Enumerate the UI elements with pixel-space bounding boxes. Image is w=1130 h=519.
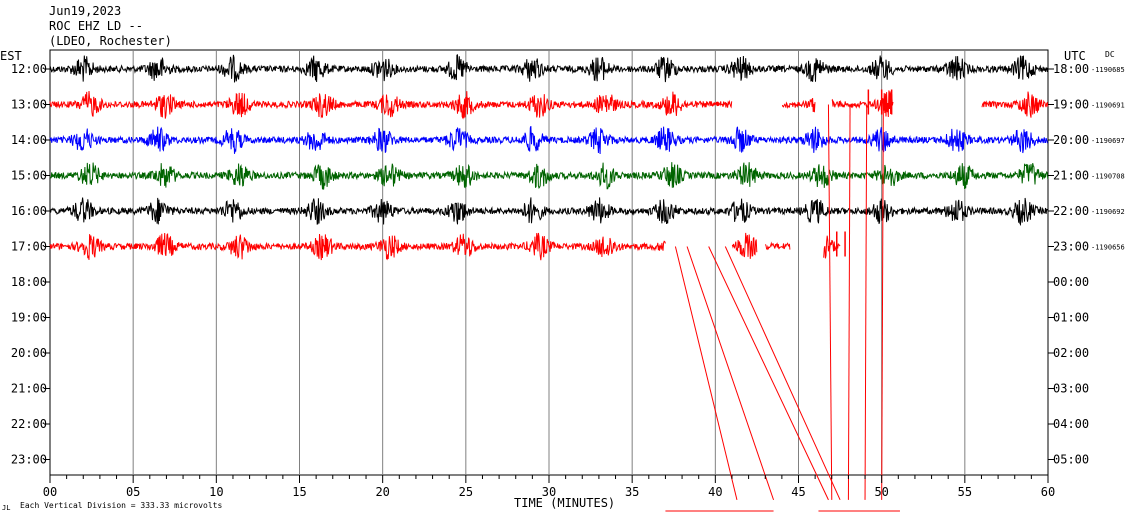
x-tick-label: 20 bbox=[375, 485, 389, 499]
x-tick-label: 45 bbox=[791, 485, 805, 499]
x-tick-label: 15 bbox=[292, 485, 306, 499]
dc-offset-label: -1190691 bbox=[1091, 102, 1125, 110]
est-hour-label: 13:00 bbox=[11, 98, 47, 112]
glitch-line bbox=[827, 104, 833, 500]
utc-hour-label: 20:00 bbox=[1053, 133, 1089, 147]
x-tick-label: 05 bbox=[126, 485, 140, 499]
dc-offset-label: -1190692 bbox=[1091, 208, 1125, 216]
scale-footer: Each Vertical Division = 333.33 microvol… bbox=[20, 501, 222, 510]
dc-offset-label: -1190656 bbox=[1091, 244, 1125, 252]
utc-hour-label: 21:00 bbox=[1053, 169, 1089, 183]
glitch-line bbox=[724, 246, 841, 501]
x-tick-label: 35 bbox=[625, 485, 639, 499]
trace-group bbox=[49, 54, 1049, 261]
right-timezone-label: UTC bbox=[1064, 49, 1086, 63]
dc-offset-label: -1190685 bbox=[1091, 66, 1125, 74]
utc-hour-label: 00:00 bbox=[1053, 275, 1089, 289]
est-hour-label: 15:00 bbox=[11, 169, 47, 183]
time-axis: 00 05 10 15 20 25 30 35 40 45 50 55 60 bbox=[43, 475, 1055, 499]
dc-label: DC bbox=[1105, 50, 1115, 59]
utc-hour-label: 19:00 bbox=[1053, 98, 1089, 112]
utc-hour-label: 01:00 bbox=[1053, 311, 1089, 325]
header-station: ROC EHZ LD -- bbox=[49, 19, 143, 33]
glitch-line bbox=[686, 246, 775, 501]
trace-row-14:00 bbox=[49, 126, 1048, 155]
glitch-line bbox=[864, 104, 868, 500]
utc-hour-label: 02:00 bbox=[1053, 346, 1089, 360]
footer-mark: JL bbox=[2, 504, 10, 512]
header-network: (LDEO, Rochester) bbox=[49, 34, 172, 48]
dc-offset-label: -1190697 bbox=[1091, 137, 1125, 145]
header-date: Jun19,2023 bbox=[49, 4, 122, 18]
est-hour-label: 19:00 bbox=[11, 311, 47, 325]
utc-hour-label: 18:00 bbox=[1053, 62, 1089, 76]
x-tick-label: 55 bbox=[958, 485, 972, 499]
x-tick-label: 30 bbox=[542, 485, 556, 499]
glitch-line bbox=[708, 246, 829, 501]
est-hour-label: 17:00 bbox=[11, 240, 47, 254]
x-axis-title: TIME (MINUTES) bbox=[514, 496, 615, 510]
x-tick-label: 40 bbox=[708, 485, 722, 499]
est-hour-label: 16:00 bbox=[11, 204, 47, 218]
est-hour-label: 14:00 bbox=[11, 133, 47, 147]
minute-gridlines bbox=[132, 50, 966, 475]
glitch-line bbox=[847, 104, 851, 500]
est-hour-label: 23:00 bbox=[11, 453, 47, 467]
x-tick-label: 00 bbox=[43, 485, 57, 499]
est-hour-label: 18:00 bbox=[11, 275, 47, 289]
utc-hour-label: 03:00 bbox=[1053, 382, 1089, 396]
est-hour-label: 22:00 bbox=[11, 417, 47, 431]
utc-hour-label: 23:00 bbox=[1053, 240, 1089, 254]
x-tick-label: 25 bbox=[459, 485, 473, 499]
x-tick-label: 10 bbox=[209, 485, 223, 499]
utc-hour-label: 04:00 bbox=[1053, 417, 1089, 431]
est-hour-label: 20:00 bbox=[11, 346, 47, 360]
est-hour-label: 21:00 bbox=[11, 382, 47, 396]
left-timezone-label: EST bbox=[0, 49, 22, 63]
glitch-lines bbox=[665, 104, 900, 512]
trace-row-15:00 bbox=[49, 162, 1049, 190]
trace-row-12:00 bbox=[49, 54, 1049, 83]
est-hour-label: 12:00 bbox=[11, 62, 47, 76]
trace-row-16:00 bbox=[49, 197, 1049, 227]
utc-hour-label: 22:00 bbox=[1053, 204, 1089, 218]
x-tick-label: 60 bbox=[1041, 485, 1055, 499]
glitch-line bbox=[881, 104, 884, 500]
glitch-line bbox=[674, 246, 738, 500]
dc-offset-label: -1190708 bbox=[1091, 173, 1125, 181]
utc-hour-label: 05:00 bbox=[1053, 453, 1089, 467]
trace-row-17:00 bbox=[49, 232, 841, 261]
x-tick-label: 50 bbox=[874, 485, 888, 499]
trace-row-13:00 bbox=[49, 90, 1049, 120]
